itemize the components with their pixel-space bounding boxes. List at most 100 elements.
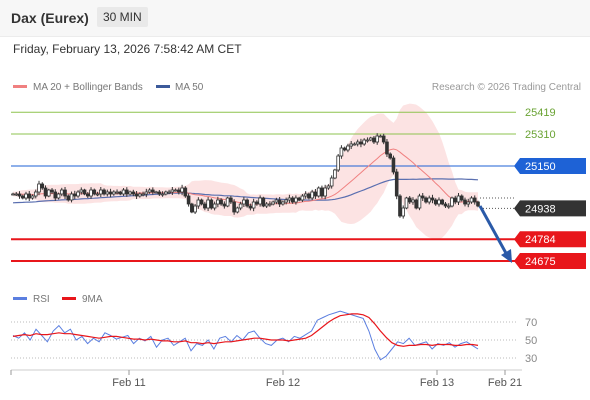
candle-body <box>76 191 80 197</box>
timestamp: Friday, February 13, 2026 7:58:42 AM CET <box>13 42 242 56</box>
candle-body <box>17 193 22 197</box>
candle-body <box>212 203 217 209</box>
candle-body <box>342 147 347 151</box>
candle-body <box>277 199 282 205</box>
candle-body <box>394 171 399 197</box>
rsi-tick-label: 30 <box>525 353 537 365</box>
candle-body <box>443 203 448 207</box>
candle-body <box>264 203 269 207</box>
candle-body <box>352 143 357 146</box>
x-tick-label: Feb 11 <box>112 377 145 389</box>
candle-body <box>326 185 331 189</box>
candle-body <box>167 191 171 194</box>
candle-body <box>368 137 373 141</box>
candle-body <box>320 187 324 197</box>
instrument-title: Dax (Eurex) <box>11 10 89 26</box>
candle-body <box>154 191 158 194</box>
candle-body <box>346 145 350 151</box>
x-tick-label: Feb 12 <box>266 377 300 389</box>
candle-body <box>108 191 113 195</box>
rsi-line <box>12 310 479 361</box>
candle-body <box>466 201 471 205</box>
candle-body <box>316 187 321 197</box>
candle-body <box>251 201 256 209</box>
candle-body <box>43 187 48 197</box>
forecast-arrow <box>478 205 512 263</box>
ma20-legend-swatch <box>13 85 27 88</box>
candle-body <box>225 197 230 207</box>
candle-body <box>281 201 285 205</box>
candle-body <box>115 191 119 194</box>
candle-body <box>336 155 340 171</box>
candle-body <box>329 177 334 187</box>
candle-body <box>355 141 360 145</box>
candle-body <box>469 197 474 203</box>
candle-body <box>232 201 236 213</box>
candle-body <box>105 191 110 195</box>
candle-body <box>359 141 363 145</box>
candle-body <box>190 203 194 213</box>
level-label-resistance: 25419 <box>525 107 556 119</box>
candle-body <box>446 205 451 208</box>
candle-body <box>268 203 272 206</box>
candle-body <box>177 189 181 193</box>
level-labels: 25419 25310 25150 24938 24784 24675 <box>514 107 586 269</box>
level-badge-pivot <box>514 158 586 174</box>
candle-body <box>391 157 396 173</box>
candle-body <box>50 189 54 193</box>
candle-body <box>203 203 207 209</box>
ma50-legend-swatch <box>156 85 170 88</box>
candle-body <box>242 199 246 205</box>
key-levels <box>11 111 516 262</box>
candle-body <box>193 205 197 213</box>
candle-body <box>388 153 393 159</box>
main-legend: MA 20 + Bollinger Bands MA 50 Research ©… <box>13 82 581 93</box>
candle-body <box>323 187 327 197</box>
candle-body <box>437 199 441 205</box>
candle-body <box>40 183 45 189</box>
level-label-pivot: 25150 <box>525 161 556 173</box>
interval-badge[interactable]: 30 MIN <box>97 7 148 27</box>
forecast-arrow-head <box>501 249 512 263</box>
candle-body <box>375 135 379 143</box>
x-tick-label: Feb 21 <box>488 377 522 389</box>
forecast-arrow-shaft <box>478 205 509 256</box>
candle-body <box>372 137 376 143</box>
rsi-legend-swatch <box>13 297 27 300</box>
rsi-legend-label: RSI <box>33 294 50 305</box>
candle-body <box>37 183 41 193</box>
candle-body <box>381 135 386 143</box>
candle-body <box>56 193 61 199</box>
candle-body <box>196 199 201 207</box>
candle-body <box>138 193 142 197</box>
candle-body <box>362 139 366 145</box>
candle-body <box>258 197 262 205</box>
ma9-legend-swatch <box>62 297 76 300</box>
candle-body <box>333 169 337 179</box>
candle-body <box>27 193 32 199</box>
candle-body <box>85 193 90 197</box>
candle-body <box>365 139 370 142</box>
level-label-support: 24675 <box>525 256 556 268</box>
candle-body <box>287 197 292 201</box>
rsi-legend: RSI 9MA <box>13 294 103 305</box>
candle-body <box>46 189 51 197</box>
candle-body <box>248 205 253 209</box>
candle-body <box>238 203 243 209</box>
candle-body <box>216 199 220 205</box>
candle-body <box>89 189 93 197</box>
candle-body <box>424 197 428 203</box>
candle-body <box>463 199 467 205</box>
candle-body <box>450 197 454 207</box>
bollinger-band <box>13 103 478 240</box>
candle-body <box>160 193 165 196</box>
candle-body <box>433 199 438 205</box>
candle-body <box>180 187 184 193</box>
candle-body <box>420 195 425 199</box>
level-badge-last <box>514 200 586 217</box>
level-label-last: 24938 <box>525 203 556 215</box>
candle-body <box>199 199 204 205</box>
candle-body <box>271 201 275 205</box>
candle-body <box>472 197 477 203</box>
